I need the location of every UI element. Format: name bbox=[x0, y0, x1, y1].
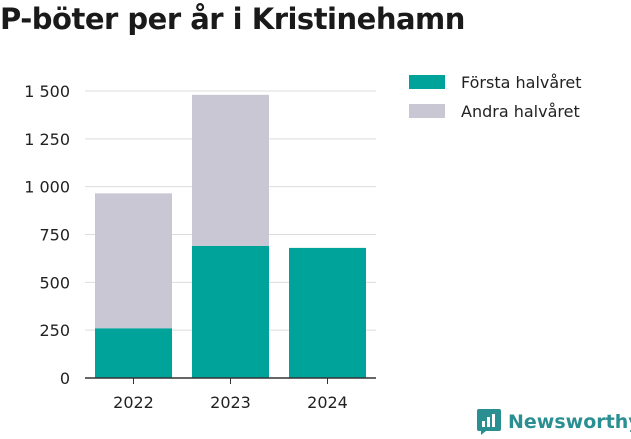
y-tick-label: 1 500 bbox=[24, 82, 70, 101]
bar-second-half bbox=[95, 193, 172, 329]
y-tick-label: 0 bbox=[60, 369, 70, 388]
bar-first-half bbox=[289, 247, 366, 378]
brand-logo: Newsworthy bbox=[476, 408, 631, 436]
chart-title: P-böter per år i Kristinehamn bbox=[0, 2, 465, 36]
axes: 0 250 500 750 1 000 1 250 1 500 2022 2023 2024 bbox=[24, 82, 376, 412]
legend-item-first-half: Första halvåret bbox=[409, 70, 582, 94]
bar-first-half bbox=[95, 328, 172, 378]
bar-first-half bbox=[192, 245, 269, 378]
x-tick-label: 2023 bbox=[210, 393, 251, 412]
bar-second-half bbox=[192, 94, 269, 246]
newsworthy-logo-icon bbox=[477, 409, 501, 435]
y-tick-label: 500 bbox=[39, 273, 70, 292]
x-tick-label: 2024 bbox=[307, 393, 348, 412]
bars bbox=[95, 94, 366, 378]
legend-item-second-half: Andra halvåret bbox=[409, 99, 582, 123]
y-tick-label: 1 000 bbox=[24, 178, 70, 197]
x-tick-label: 2022 bbox=[113, 393, 154, 412]
y-tick-label: 250 bbox=[39, 321, 70, 340]
y-tick-label: 750 bbox=[39, 226, 70, 245]
legend-swatch-second-half bbox=[409, 104, 445, 118]
brand-label: Newsworthy bbox=[508, 411, 631, 433]
y-tick-label: 1 250 bbox=[24, 130, 70, 149]
legend-swatch-first-half bbox=[409, 75, 445, 89]
legend-label-first-half: Första halvåret bbox=[461, 72, 582, 92]
legend: Första halvåret Andra halvåret bbox=[409, 70, 582, 128]
legend-label-second-half: Andra halvåret bbox=[461, 101, 580, 121]
